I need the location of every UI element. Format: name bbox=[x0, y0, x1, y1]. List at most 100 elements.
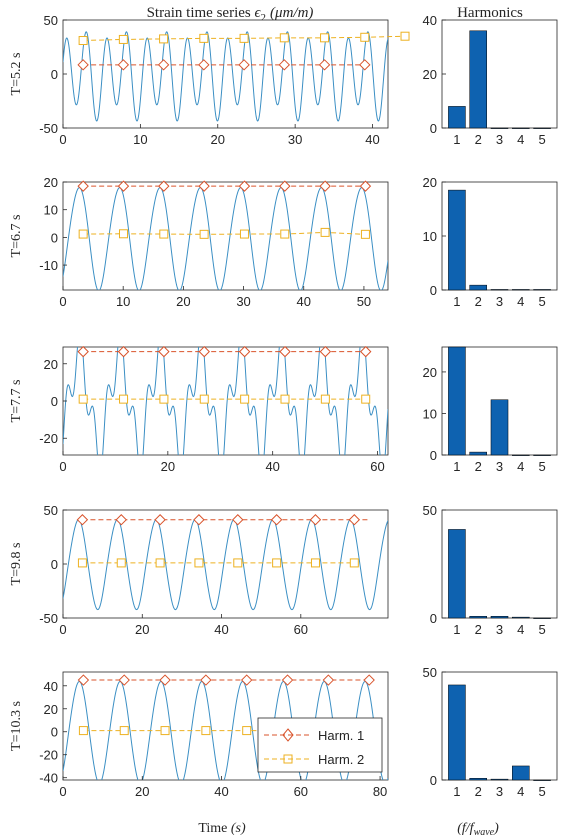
harm1-point bbox=[238, 180, 251, 192]
x-tick-label: 20 bbox=[135, 784, 149, 799]
harm2-point bbox=[159, 34, 169, 44]
bar-x-tick-label: 2 bbox=[475, 459, 482, 474]
harm1-point bbox=[359, 59, 371, 71]
x-tick-label: 0 bbox=[59, 622, 66, 637]
harm2-point bbox=[78, 229, 88, 239]
harmonic-bar bbox=[490, 778, 509, 781]
frequency-axis-label: (f/fwave) bbox=[457, 821, 499, 838]
square-marker-icon bbox=[283, 754, 293, 764]
harmonic-bar bbox=[512, 454, 530, 456]
bar-x-tick-label: 5 bbox=[538, 622, 545, 637]
harm1-point bbox=[77, 345, 89, 358]
y-tick-label: 20 bbox=[44, 175, 58, 190]
bar-x-tick-label: 3 bbox=[496, 622, 503, 637]
harm1-point bbox=[159, 674, 171, 686]
harm2-point bbox=[279, 33, 289, 43]
bar-x-tick-label: 2 bbox=[475, 294, 482, 309]
row-period-label: T=9.8 s bbox=[9, 543, 24, 586]
bar-y-tick-label: 20 bbox=[423, 365, 437, 380]
harm2-point bbox=[360, 32, 370, 42]
y-tick-label: 50 bbox=[44, 13, 58, 28]
x-tick-label: 20 bbox=[135, 622, 149, 637]
harmonic-bar bbox=[512, 127, 530, 129]
harm1-point bbox=[318, 59, 331, 71]
legend-label-harm2: Harm. 2 bbox=[318, 752, 364, 767]
y-tick-label: 0 bbox=[51, 557, 58, 572]
harm1-point bbox=[157, 59, 170, 71]
harmonic-bar bbox=[533, 779, 551, 781]
harmonic-bar bbox=[490, 289, 509, 291]
x-tick-label: 0 bbox=[59, 132, 66, 147]
harm1-point bbox=[281, 674, 294, 686]
harmonic-bar bbox=[469, 30, 487, 129]
harm2-point bbox=[199, 394, 209, 404]
harm2-point bbox=[280, 229, 290, 239]
bar-y-tick-label: 0 bbox=[430, 121, 437, 136]
y-tick-label: 20 bbox=[44, 357, 58, 372]
y-tick-label: -50 bbox=[39, 121, 58, 136]
bar-x-tick-label: 1 bbox=[453, 459, 460, 474]
bar-x-tick-label: 1 bbox=[453, 132, 460, 147]
bar-x-tick-label: 4 bbox=[517, 132, 524, 147]
x-tick-label: 0 bbox=[59, 294, 66, 309]
strain-signal-line bbox=[63, 347, 388, 455]
bar-y-tick-label: 20 bbox=[423, 175, 437, 190]
bar-x-tick-label: 2 bbox=[475, 784, 482, 799]
harm1-point bbox=[240, 674, 253, 686]
y-tick-label: -20 bbox=[39, 431, 58, 446]
harm1-point bbox=[117, 345, 130, 358]
y-tick-label: 0 bbox=[51, 394, 58, 409]
harm2-point bbox=[400, 31, 410, 41]
harm1-point bbox=[238, 59, 250, 71]
harm1-point bbox=[279, 345, 291, 358]
harmonic-bar bbox=[490, 616, 509, 619]
bar-x-tick-label: 4 bbox=[517, 459, 524, 474]
bar-y-tick-label: 40 bbox=[423, 13, 437, 28]
bar-x-tick-label: 5 bbox=[538, 459, 545, 474]
harmonic-bar bbox=[469, 616, 487, 619]
legend-label-harm1: Harm. 1 bbox=[318, 728, 364, 743]
harmonic-bar bbox=[469, 284, 487, 291]
harm1-point bbox=[154, 514, 166, 526]
harmonic-bar bbox=[490, 127, 509, 129]
y-tick-label: 50 bbox=[44, 503, 58, 518]
bar-y-tick-label: 10 bbox=[423, 406, 437, 421]
harmonic-bar bbox=[512, 289, 530, 291]
x-tick-label: 20 bbox=[176, 294, 190, 309]
diamond-marker-icon bbox=[282, 728, 294, 742]
x-tick-label: 40 bbox=[297, 294, 311, 309]
x-tick-label: 60 bbox=[294, 784, 308, 799]
harm1-point bbox=[232, 514, 244, 526]
harm2-point bbox=[240, 394, 250, 404]
x-tick-label: 60 bbox=[370, 459, 384, 474]
y-tick-label: 20 bbox=[44, 702, 58, 717]
harmonic-bar bbox=[448, 189, 466, 291]
harm2-point bbox=[320, 227, 330, 237]
bar-y-tick-label: 0 bbox=[430, 611, 437, 626]
harm2-point bbox=[194, 558, 204, 568]
legend-item-harm2: Harm. 2 bbox=[264, 752, 364, 767]
harm2-point bbox=[160, 726, 170, 736]
harmonic-bar bbox=[448, 106, 466, 129]
harm1-point bbox=[270, 514, 283, 526]
harmonic-bar bbox=[469, 778, 487, 781]
harmonic-bar bbox=[448, 346, 466, 456]
harm1-point bbox=[238, 345, 251, 358]
right-column-title: Harmonics bbox=[457, 5, 523, 21]
row-period-label: T=7.7 s bbox=[9, 380, 24, 423]
harmonic-bar bbox=[512, 616, 530, 619]
harm1-point bbox=[77, 674, 90, 686]
bar-y-tick-label: 0 bbox=[430, 448, 437, 463]
harm2-point bbox=[159, 229, 169, 239]
harm2-point bbox=[78, 36, 88, 46]
x-tick-label: 30 bbox=[288, 132, 302, 147]
y-tick-label: 0 bbox=[51, 67, 58, 82]
x-tick-label: 20 bbox=[161, 459, 175, 474]
harm2-point bbox=[116, 558, 126, 568]
bar-x-tick-label: 4 bbox=[517, 784, 524, 799]
harm2-point bbox=[118, 34, 128, 44]
harm1-point bbox=[117, 180, 130, 192]
row-period-label: T=10.3 s bbox=[9, 701, 24, 751]
